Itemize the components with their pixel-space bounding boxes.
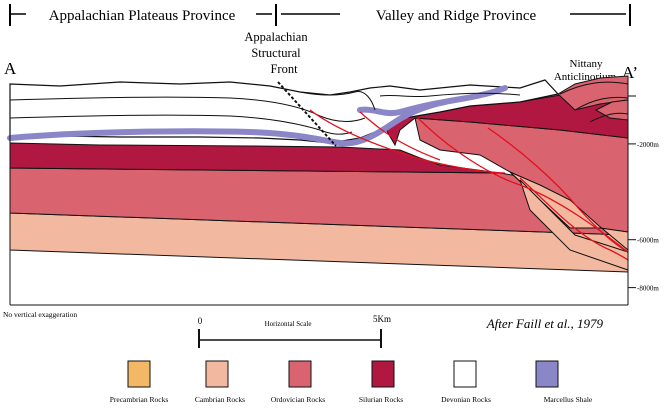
fold-line-2 [574,96,629,111]
silurian-layer [9,142,501,174]
depth-tick-label: -8000m [637,285,659,293]
horizontal-scale: 0 Horizontal Scale 5Km [198,314,391,348]
legend-swatch-marcellus [535,360,559,388]
depth-tick-label: -2000m [637,141,659,149]
fault-2 [359,111,441,161]
exaggeration-note: No vertical exaggeration [3,310,77,319]
devonian-contact-2 [9,114,353,135]
scale-max-label: 5Km [373,314,391,324]
front-label-line-2: Structural [251,46,301,60]
structural-front-label: Appalachian Structural Front [244,30,308,76]
appalachian-plateaus-label: Appalachian Plateaus Province [49,8,236,24]
anticline-label-line-1: Nittany [570,58,603,70]
legend-swatch-cambrian [205,360,229,388]
citation: After Faill et al., 1979 [486,316,604,331]
devonian-contact-4 [379,92,521,98]
fault-1 [309,109,506,174]
fold-line-1 [559,81,629,95]
devonian-contact-1 [9,96,366,123]
legend-label-marcellus: Marcellus Shale [544,395,593,404]
fault-5 [519,177,629,261]
legend: Precambrian Rocks Cambrian Rocks Ordovicia… [110,360,593,404]
section-end-a: A [4,59,17,78]
depth-tick-label: -6000m [637,237,659,245]
legend-swatch-devonian [453,360,477,388]
legend-label-devonian: Devonian Rocks [441,395,491,404]
legend-label-precambrian: Precambrian Rocks [110,395,169,404]
scale-title: Horizontal Scale [265,320,312,328]
legend-swatch-precambrian [127,360,151,388]
devonian-layer [9,79,560,144]
marcellus-shale-upper [357,99,448,117]
legend-label-ordovician: Ordovician Rocks [271,395,325,404]
structural-front-line [277,81,337,147]
legend-swatch-silurian [371,360,395,388]
front-label-line-1: Appalachian [244,30,308,44]
depth-scale: -2000m -6000m -8000m [628,95,659,293]
strata [7,75,629,305]
front-label-line-3: Front [270,62,298,76]
legend-swatch-ordovician [288,360,312,388]
legend-label-cambrian: Cambrian Rocks [195,395,245,404]
province-header: Appalachian Plateaus Province Valley and… [9,4,631,26]
fault-4 [487,127,629,253]
devonian-contact-3 [299,91,376,111]
valley-ridge-label: Valley and Ridge Province [376,8,537,24]
section-frame [9,80,629,306]
fold-line-3 [589,112,629,123]
basement-area [10,250,628,305]
marcellus-shale-band [7,85,508,147]
scale-min-label: 0 [198,316,203,326]
legend-label-silurian: Silurian Rocks [359,395,403,404]
faults [309,109,629,261]
